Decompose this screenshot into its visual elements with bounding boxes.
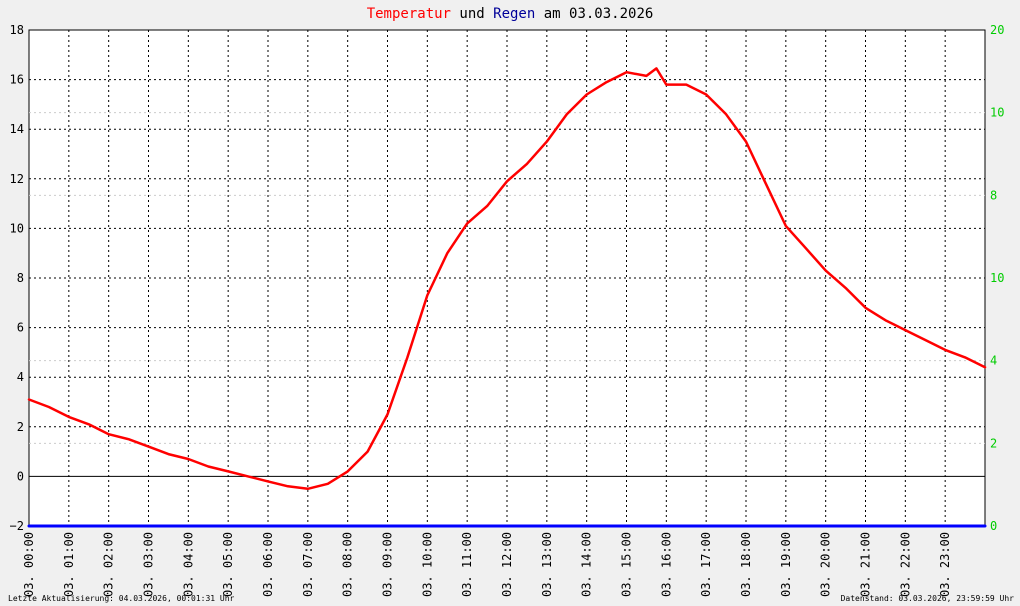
x-tick-label: 03. 02:00	[102, 532, 116, 597]
y-right-tick-label: 2	[990, 436, 997, 450]
x-tick-label: 03. 22:00	[898, 532, 912, 597]
x-tick-label: 03. 00:00	[22, 532, 36, 597]
x-tick-label: 03. 13:00	[540, 532, 554, 597]
x-axis: 03. 00:00 03. 01:00 03. 02:00 03. 03:00 03. …	[22, 532, 952, 597]
y-right-tick-label: 20	[990, 23, 1004, 37]
y-left-tick-label: 16	[10, 73, 24, 87]
title-and: und	[451, 6, 493, 22]
x-tick-label: 03. 01:00	[62, 532, 76, 597]
x-tick-label: 03. 16:00	[659, 532, 673, 597]
footer-last-update: Letzte Aktualisierung: 04.03.2026, 00:01…	[8, 594, 235, 603]
y-right-tick-label: 8	[990, 188, 997, 202]
x-tick-label: 03. 06:00	[261, 532, 275, 597]
x-tick-label: 03. 07:00	[301, 532, 315, 597]
x-tick-label: 03. 10:00	[420, 532, 434, 597]
y-left-tick-label: 8	[17, 271, 24, 285]
y-left-tick-label: 4	[17, 370, 24, 384]
y-right-tick-label: 4	[990, 354, 997, 368]
x-tick-label: 03. 03:00	[142, 532, 156, 597]
x-tick-label: 03. 08:00	[341, 532, 355, 597]
x-tick-label: 03. 15:00	[620, 532, 634, 597]
y-right-tick-label: 0	[990, 519, 997, 533]
x-tick-label: 03. 18:00	[739, 532, 753, 597]
x-tick-label: 03. 05:00	[221, 532, 235, 597]
y-left-tick-label: 2	[17, 420, 24, 434]
x-tick-label: 03. 11:00	[460, 532, 474, 597]
x-tick-label: 03. 20:00	[819, 532, 833, 597]
temperature-series-line	[27, 67, 987, 491]
x-tick-label: 03. 04:00	[181, 532, 195, 597]
series-layer	[27, 67, 987, 528]
x-tick-label: 03. 21:00	[859, 532, 873, 597]
y-left-tick-label: 6	[17, 321, 24, 335]
y-left-tick-label: 0	[17, 469, 24, 483]
title-date: am 03.03.2026	[535, 6, 653, 22]
y-left-tick-label: 18	[10, 23, 24, 37]
x-tick-label: 03. 09:00	[381, 532, 395, 597]
y-left-tick-label: −2	[10, 519, 24, 533]
title-rain: Regen	[493, 6, 535, 22]
x-tick-label: 03. 19:00	[779, 532, 793, 597]
y-left-tick-label: 10	[10, 221, 24, 235]
x-tick-label: 03. 23:00	[938, 532, 952, 597]
y-left-tick-label: 12	[10, 172, 24, 186]
title-temperature: Temperatur	[367, 6, 451, 22]
y-left-axis: 18 16 14 12 10 8 6 4 2 0 −2	[10, 23, 24, 533]
x-tick-label: 03. 14:00	[580, 532, 594, 597]
y-right-tick-label: 10	[990, 106, 1004, 120]
x-tick-label: 03. 12:00	[500, 532, 514, 597]
y-right-tick-label: 10	[990, 271, 1004, 285]
x-tick-label: 03. 17:00	[699, 532, 713, 597]
y-left-tick-label: 14	[10, 122, 24, 136]
chart-title: Temperatur und Regen am 03.03.2026	[367, 6, 654, 22]
footer-data-status: Datenstand: 03.03.2026, 23:59:59 Uhr	[841, 594, 1015, 603]
